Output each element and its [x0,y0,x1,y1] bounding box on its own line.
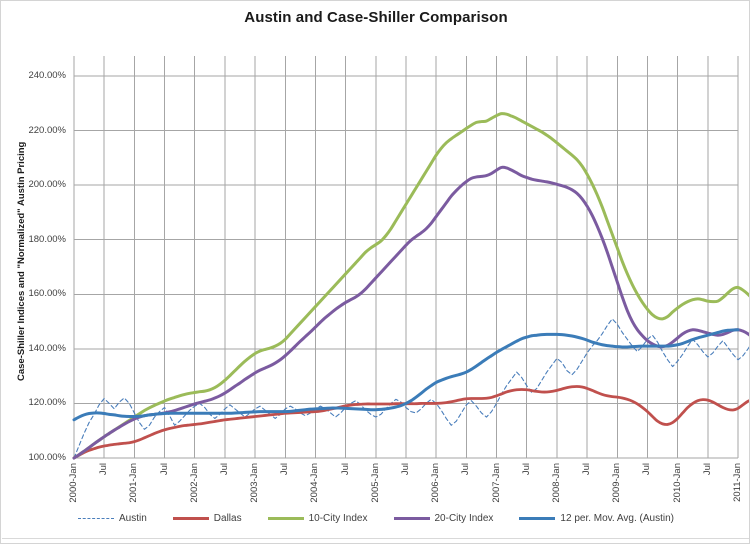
y-tick-label: 160.00% [28,288,66,300]
y-tick-label: 140.00% [28,342,66,354]
y-tick-label: 240.00% [28,70,66,81]
legend-swatch [77,518,114,519]
legend-swatch [267,517,304,520]
legend-swatch [172,517,209,520]
series-line-10-city-index [72,112,749,460]
x-tick-label: Jul [98,463,110,476]
x-tick-label: Jul [460,463,472,476]
legend-item-dallas[interactable]: Dallas [172,513,242,524]
x-tick-label: 2001-Jan [128,463,140,503]
legend-swatch [393,517,430,520]
x-tick-label: 2004-Jan [309,463,321,503]
x-tick-label: Jul [641,463,653,476]
y-tick-label: 100.00% [28,452,66,463]
x-tick-label: 2011-Jan [732,463,743,502]
y-tick-label: 120.00% [28,397,66,409]
series-line-austin [73,318,749,459]
x-tick-label: Jul [339,463,351,476]
legend-item-20-city-index[interactable]: 20-City Index [393,513,494,524]
y-tick-label: 200.00% [28,179,66,191]
legend-swatch [519,517,556,520]
x-tick-label: Jul [158,463,170,476]
x-tick-label: 2009-Jan [611,463,623,503]
x-tick-label: Jul [279,463,291,476]
x-tick-label: 2007-Jan [490,463,502,503]
chart-title: Austin and Case-Shiller Comparison [244,9,508,26]
legend-label: 20-City Index [434,513,494,524]
x-tick-label: 2006-Jan [430,463,442,503]
x-tick-label: Jul [218,463,230,476]
x-tick-label: 2000-Jan [68,463,79,503]
x-tick-label: 2010-Jan [671,463,683,503]
x-tick-label: Jul [581,463,593,476]
x-tick-label: Jul [701,463,713,476]
x-tick-label: Jul [400,463,411,476]
x-tick-label: 2005-Jan [369,463,381,503]
legend-item-12-per-mov-avg-austin[interactable]: 12 per. Mov. Avg. (Austin) [519,513,674,524]
legend-label: 12 per. Mov. Avg. (Austin) [560,513,674,524]
x-tick-label: 2003-Jan [249,463,261,503]
series-line-20-city-index [72,165,749,460]
y-tick-label: 220.00% [28,124,66,136]
x-tick-label: 2008-Jan [550,463,562,503]
series-lines [72,112,749,460]
legend-label: Dallas [213,513,242,524]
y-tick-label: 180.00% [28,233,66,245]
grid-lines [73,56,739,459]
series-line-dallas [72,385,749,460]
series-line-12-per-mov-avg-austin [72,328,740,422]
legend-label: 10-City Index [308,513,368,524]
legend-item-10-city-index[interactable]: 10-City Index [267,513,368,524]
x-tick-label: Jul [520,463,532,476]
legend-item-austin[interactable]: Austin [77,513,147,524]
legend-label: Austin [118,513,147,524]
x-tick-label: 2002-Jan [188,463,200,503]
legend-divider [2,538,749,539]
chart-legend: Austin Dallas 10-City Index 20-City Index 12… [1,513,749,524]
